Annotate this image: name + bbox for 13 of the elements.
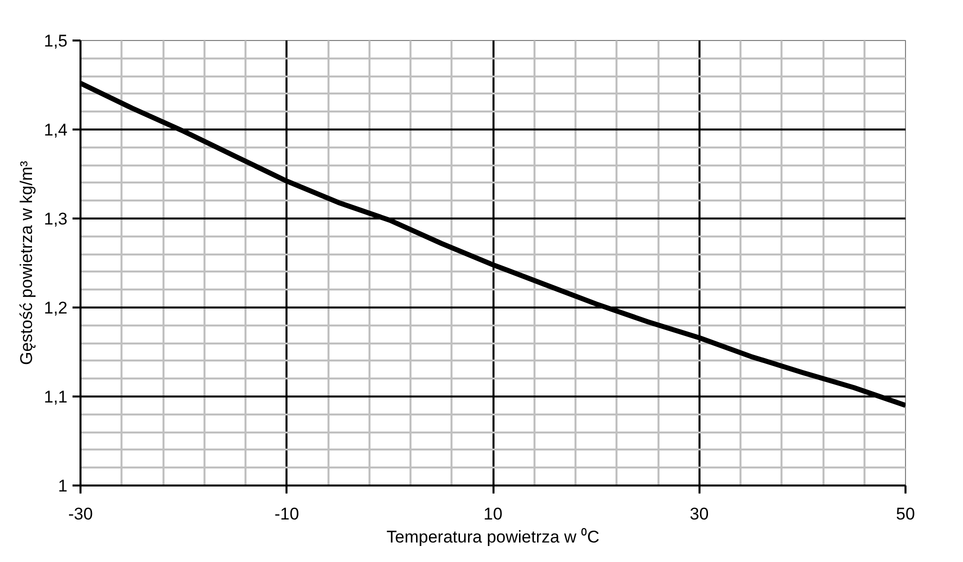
x-axis-title: Temperatura powietrza w ⁰C — [386, 528, 600, 546]
y-axis-title: Gęstość powietrza w kg/m³ — [16, 160, 36, 366]
x-tick-label: 10 — [484, 504, 502, 524]
y-tick-label: 1,5 — [44, 32, 68, 50]
y-tick-label: 1,1 — [44, 388, 68, 406]
x-tick-label: -30 — [68, 504, 93, 524]
x-tick-label: 30 — [690, 504, 709, 524]
x-tick-label: -10 — [274, 504, 300, 524]
y-tick-label: 1,2 — [44, 298, 68, 318]
x-tick-label: 50 — [896, 504, 915, 524]
y-tick-label: 1,3 — [44, 210, 68, 228]
y-tick-label: 1 — [58, 476, 68, 496]
y-tick-label: 1,4 — [44, 120, 68, 140]
